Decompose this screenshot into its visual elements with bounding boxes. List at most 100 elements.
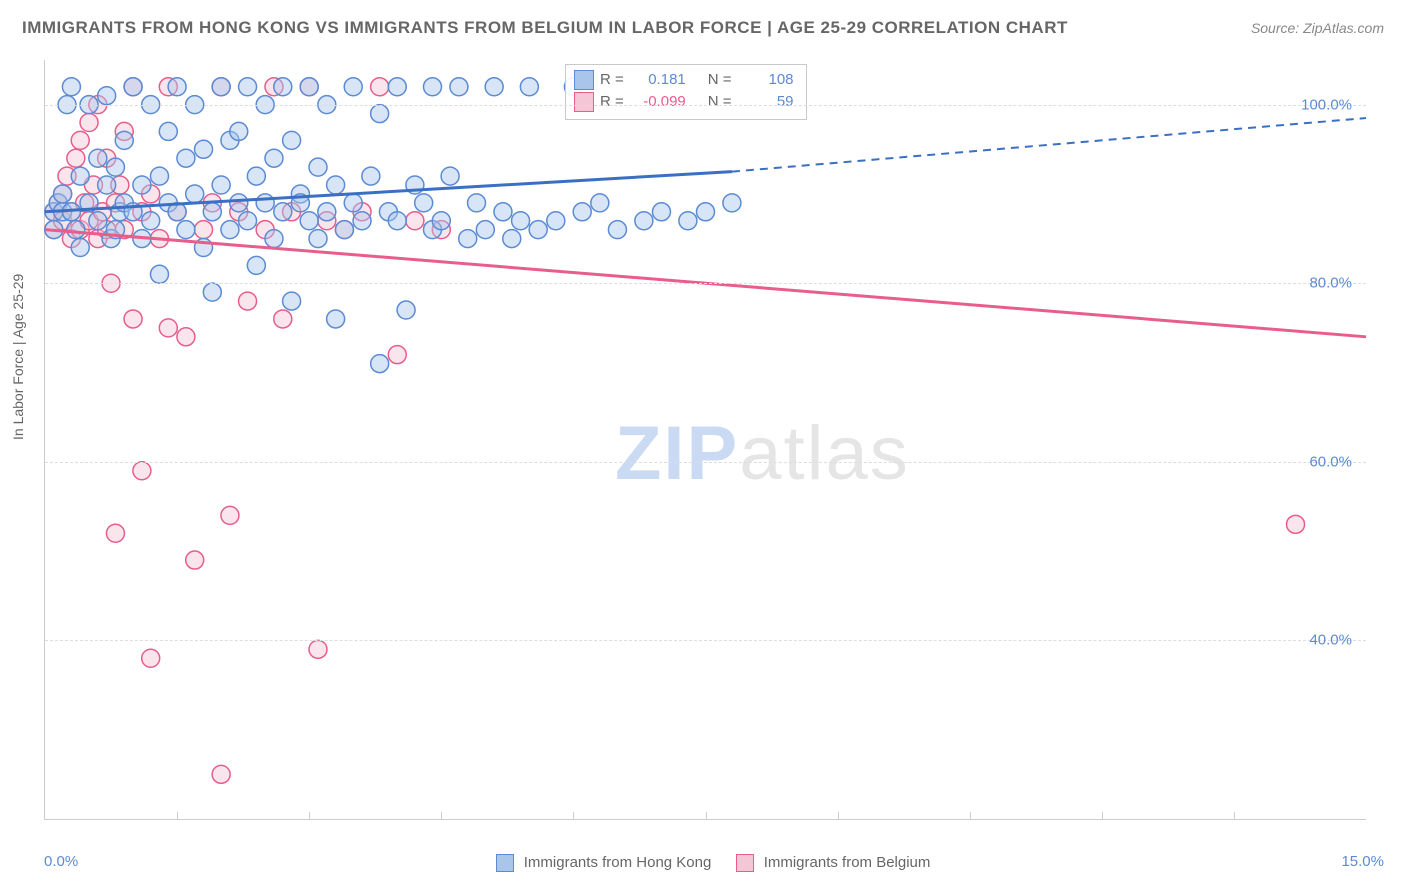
data-point [652, 203, 670, 221]
data-point [327, 176, 345, 194]
data-point [344, 78, 362, 96]
r-label-be: R = [600, 91, 624, 113]
data-point [54, 185, 72, 203]
n-label-be: N = [708, 91, 732, 113]
gridline-h [45, 462, 1366, 463]
data-point [195, 140, 213, 158]
legend-swatch-hk [496, 854, 514, 872]
data-point [71, 131, 89, 149]
data-point [415, 194, 433, 212]
data-point [459, 230, 477, 248]
data-point [1287, 515, 1305, 533]
y-tick-label: 100.0% [1301, 96, 1352, 113]
data-point [71, 239, 89, 257]
data-point [432, 212, 450, 230]
data-point [318, 203, 336, 221]
data-point [195, 221, 213, 239]
data-point [503, 230, 521, 248]
y-tick-label: 40.0% [1309, 632, 1352, 649]
data-point [203, 283, 221, 301]
data-point [388, 346, 406, 364]
data-point [80, 114, 98, 132]
trend-line-dashed [732, 118, 1366, 172]
data-point [124, 310, 142, 328]
data-point [265, 230, 283, 248]
data-point [159, 122, 177, 140]
r-value-hk: 0.181 [634, 69, 686, 91]
data-point [239, 212, 257, 230]
data-point [327, 310, 345, 328]
data-point [441, 167, 459, 185]
x-tick [1102, 812, 1103, 820]
data-point [142, 649, 160, 667]
data-point [177, 149, 195, 167]
stats-row-hk: R = 0.181 N = 108 [574, 69, 794, 91]
data-point [212, 765, 230, 783]
x-tick [573, 812, 574, 820]
x-tick [970, 812, 971, 820]
data-point [98, 176, 116, 194]
data-point [239, 292, 257, 310]
data-point [67, 149, 85, 167]
y-tick-label: 80.0% [1309, 275, 1352, 292]
data-point [115, 131, 133, 149]
y-tick-label: 60.0% [1309, 453, 1352, 470]
data-point [608, 221, 626, 239]
data-point [186, 185, 204, 203]
data-point [635, 212, 653, 230]
x-tick [309, 812, 310, 820]
data-point [133, 462, 151, 480]
data-point [723, 194, 741, 212]
data-point [573, 203, 591, 221]
data-point [89, 149, 107, 167]
correlation-chart: IMMIGRANTS FROM HONG KONG VS IMMIGRANTS … [0, 0, 1406, 892]
data-point [423, 78, 441, 96]
n-value-hk: 108 [742, 69, 794, 91]
data-point [371, 355, 389, 373]
data-point [309, 640, 327, 658]
data-point [133, 176, 151, 194]
data-point [274, 203, 292, 221]
data-point [344, 194, 362, 212]
data-point [353, 212, 371, 230]
n-value-be: 59 [742, 91, 794, 113]
data-point [98, 87, 116, 105]
gridline-h [45, 640, 1366, 641]
data-point [309, 158, 327, 176]
data-point [62, 78, 80, 96]
data-point [397, 301, 415, 319]
data-point [529, 221, 547, 239]
data-point [212, 176, 230, 194]
data-point [106, 158, 124, 176]
data-point [71, 167, 89, 185]
data-point [221, 221, 239, 239]
data-point [274, 78, 292, 96]
data-point [547, 212, 565, 230]
data-point [168, 78, 186, 96]
data-point [89, 212, 107, 230]
r-value-be: -0.099 [634, 91, 686, 113]
data-point [591, 194, 609, 212]
data-point [335, 221, 353, 239]
data-point [106, 524, 124, 542]
swatch-be [574, 92, 594, 112]
data-point [388, 78, 406, 96]
data-point [283, 292, 301, 310]
data-point [177, 328, 195, 346]
data-point [450, 78, 468, 96]
data-point [300, 78, 318, 96]
data-point [265, 149, 283, 167]
data-point [142, 212, 160, 230]
data-point [247, 167, 265, 185]
data-point [177, 221, 195, 239]
watermark: ZIPatlas [615, 410, 910, 497]
legend-bottom: Immigrants from Hong Kong Immigrants fro… [0, 854, 1406, 872]
data-point [406, 212, 424, 230]
data-point [203, 203, 221, 221]
y-axis-label: In Labor Force | Age 25-29 [10, 274, 26, 440]
legend-label-hk: Immigrants from Hong Kong [524, 854, 712, 871]
x-tick [838, 812, 839, 820]
data-point [476, 221, 494, 239]
data-point [309, 230, 327, 248]
plot-area: ZIPatlas R = 0.181 N = 108 R = -0.099 N … [44, 60, 1366, 820]
